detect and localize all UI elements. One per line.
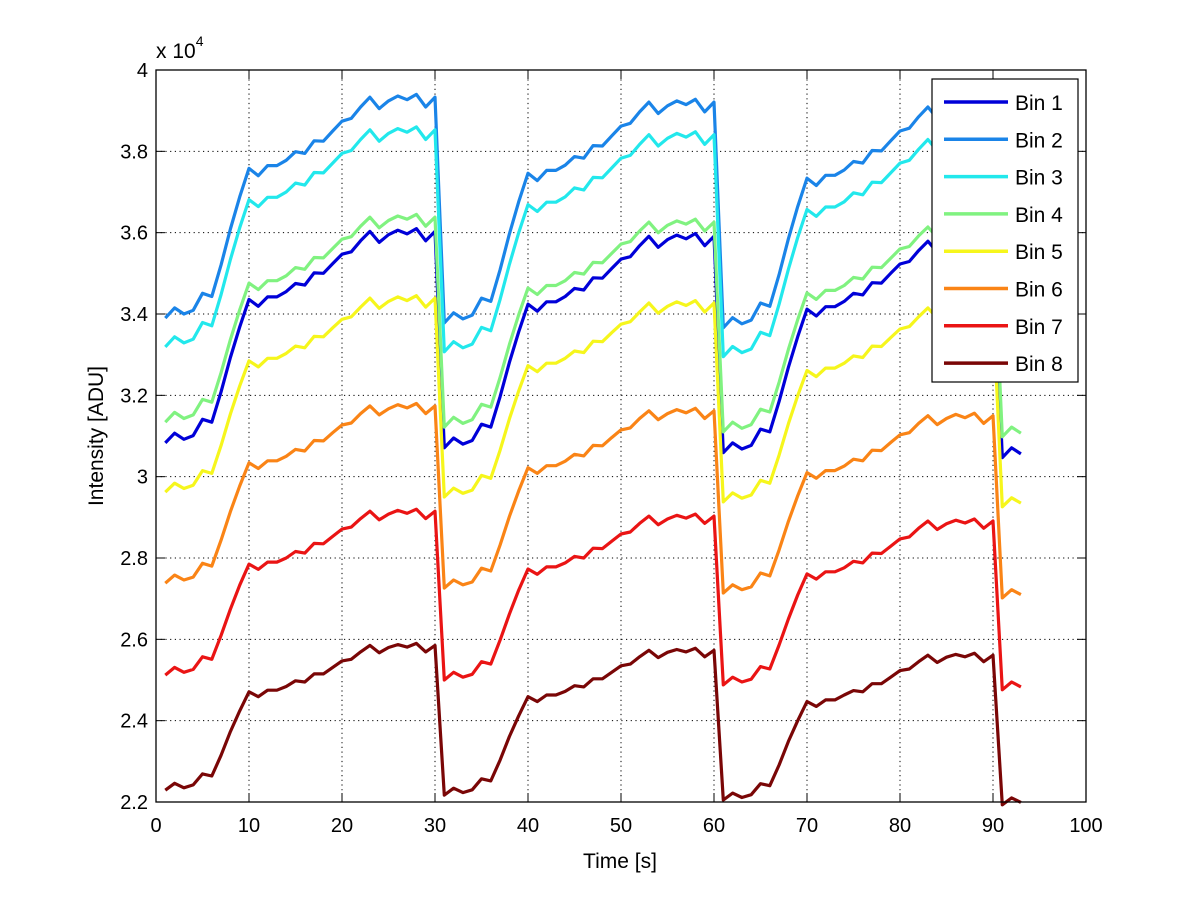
x-tick-label: 100 bbox=[1069, 815, 1102, 837]
x-tick-label: 10 bbox=[238, 815, 260, 837]
x-tick-label: 40 bbox=[517, 815, 539, 837]
series-line-bin-4 bbox=[164, 212, 1022, 439]
y-tick-labels: 2.2 2.4 2.6 2.8 3 3.2 3.4 3.6 3.8 4 bbox=[120, 60, 148, 814]
plot-background bbox=[156, 70, 1086, 802]
y-tick-label: 4 bbox=[137, 60, 148, 82]
y-multiplier: x 104 bbox=[156, 33, 204, 63]
legend-label-bin-5: Bin 5 bbox=[1015, 241, 1063, 264]
legend-label-bin-7: Bin 7 bbox=[1015, 316, 1063, 339]
legend-label-bin-1: Bin 1 bbox=[1015, 92, 1063, 115]
legend-box bbox=[931, 78, 1079, 383]
y-multiplier-base: x 10 bbox=[156, 40, 196, 63]
series-lines bbox=[164, 92, 1022, 807]
x-tick-label: 50 bbox=[610, 815, 632, 837]
y-tick-label: 2.6 bbox=[120, 629, 148, 651]
series-line-bin-5 bbox=[164, 294, 1022, 509]
series-line-bin-8 bbox=[164, 641, 1022, 807]
legend-label-bin-3: Bin 3 bbox=[1015, 167, 1063, 190]
legend-label-bin-8: Bin 8 bbox=[1015, 353, 1063, 376]
y-tick-label: 2.8 bbox=[120, 548, 148, 570]
x-tick-label: 30 bbox=[424, 815, 446, 837]
y-tick-label: 3 bbox=[137, 467, 148, 489]
x-tick-label: 70 bbox=[796, 815, 818, 837]
axis-ticks bbox=[155, 69, 1087, 803]
x-tick-label: 80 bbox=[889, 815, 911, 837]
x-tick-label: 20 bbox=[331, 815, 353, 837]
x-tick-labels: 0 10 20 30 40 50 60 70 80 90 100 bbox=[150, 815, 1102, 837]
x-tick-label: 60 bbox=[703, 815, 725, 837]
series-line-bin-3 bbox=[164, 125, 1022, 364]
y-tick-label: 3.6 bbox=[120, 223, 148, 245]
y-tick-label: 2.4 bbox=[120, 711, 148, 733]
series-line-bin-7 bbox=[164, 507, 1022, 692]
x-tick-label: 90 bbox=[982, 815, 1004, 837]
y-tick-label: 3.2 bbox=[120, 385, 148, 407]
legend: Bin 1 Bin 2 Bin 3 Bin 4 Bin 5 Bin 6 Bin 7 Bin 8 bbox=[931, 78, 1079, 383]
y-tick-label: 3.4 bbox=[120, 304, 148, 326]
x-axis-label: Time [s] bbox=[583, 850, 657, 873]
x-tick-label: 0 bbox=[150, 815, 161, 837]
legend-label-bin-4: Bin 4 bbox=[1015, 204, 1063, 227]
legend-label-bin-2: Bin 2 bbox=[1015, 129, 1063, 152]
series-line-bin-1 bbox=[164, 227, 1022, 460]
series-line-bin-6 bbox=[164, 401, 1022, 600]
series-line-bin-2 bbox=[164, 92, 1022, 335]
y-axis-label: Intensity [ADU] bbox=[85, 366, 108, 506]
y-tick-label: 2.2 bbox=[120, 792, 148, 814]
legend-label-bin-6: Bin 6 bbox=[1015, 279, 1063, 302]
y-multiplier-exponent: 4 bbox=[196, 33, 204, 49]
y-tick-label: 3.8 bbox=[120, 141, 148, 163]
